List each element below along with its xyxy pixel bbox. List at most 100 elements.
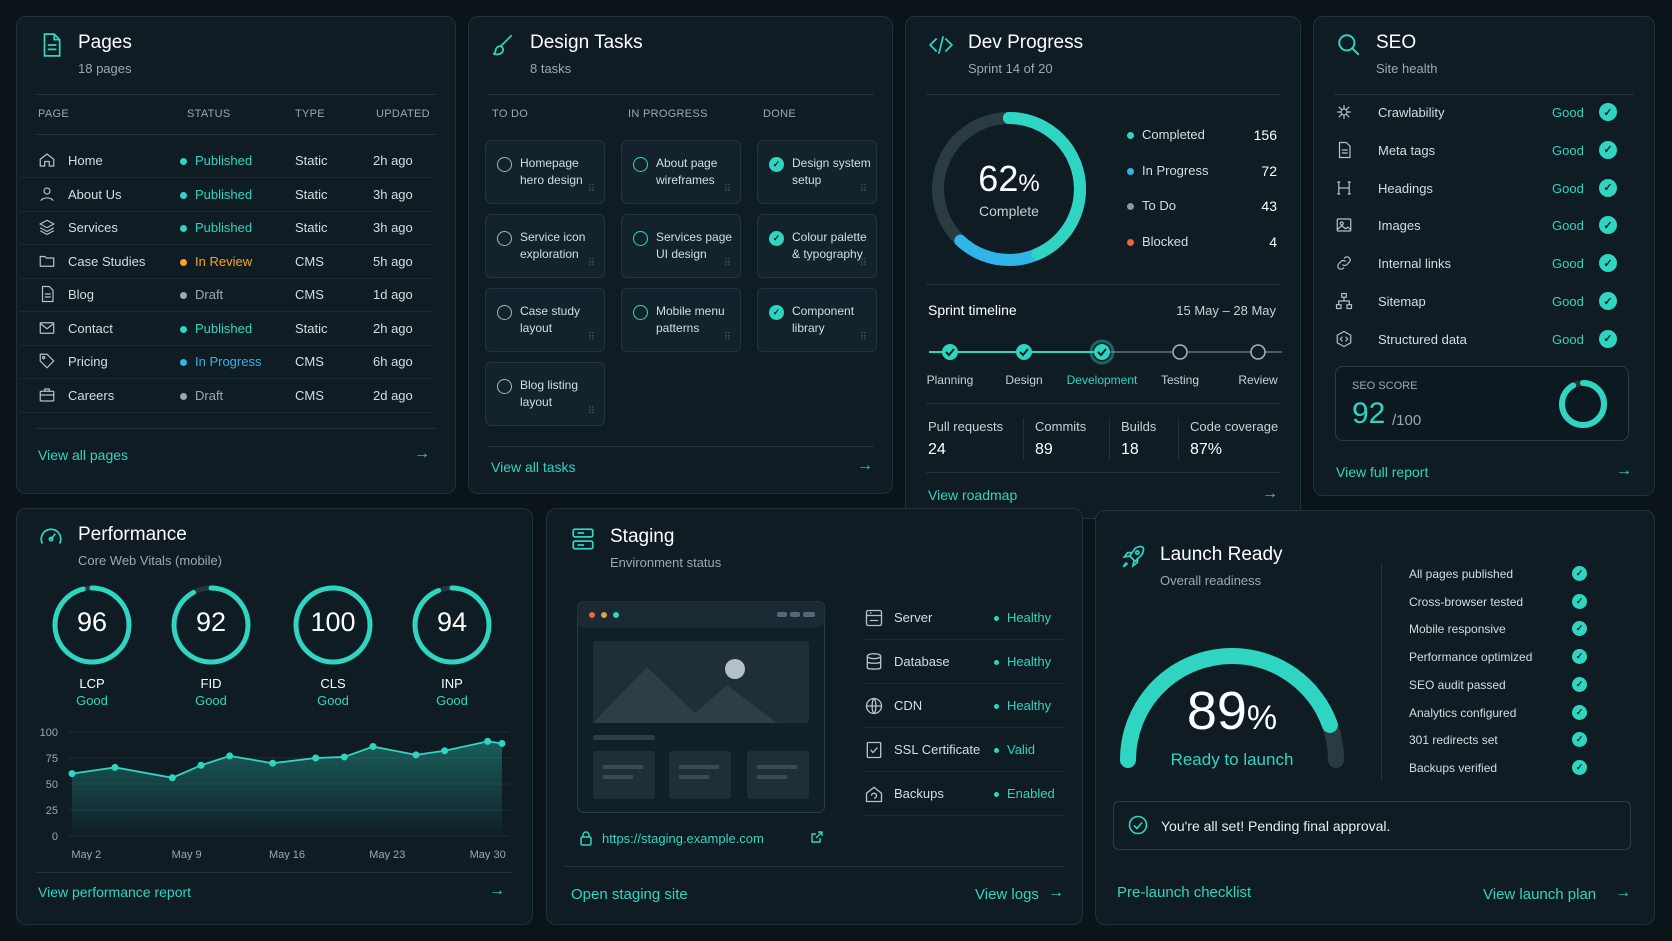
- page-name: Pricing: [68, 354, 108, 369]
- drag-handle-icon[interactable]: ⠿: [859, 258, 868, 269]
- task-checkbox[interactable]: [497, 231, 512, 246]
- service-status: Healthy: [994, 654, 1051, 669]
- data-point: [68, 770, 76, 778]
- sprint-timeline: [929, 339, 1282, 365]
- task-checkbox[interactable]: [633, 305, 648, 320]
- stage-planning: Planning: [926, 373, 974, 387]
- drag-handle-icon[interactable]: ⠿: [587, 258, 596, 269]
- arrow-right-icon[interactable]: →: [489, 882, 505, 899]
- open-staging-site-link[interactable]: Open staging site: [571, 886, 688, 903]
- view-logs-link[interactable]: View logs: [975, 886, 1039, 903]
- task-checkbox[interactable]: [497, 379, 512, 394]
- check-icon[interactable]: ✓: [769, 157, 784, 172]
- page-row[interactable]: Careers Draft CMS 2d ago: [20, 379, 432, 413]
- page-row[interactable]: Home Published Static 2h ago: [20, 144, 432, 178]
- external-link-icon[interactable]: [810, 830, 824, 849]
- view-launch-plan-link[interactable]: View launch plan: [1483, 886, 1597, 903]
- seo-score-arc: [1559, 380, 1607, 428]
- service-status-text: Healthy: [1007, 698, 1052, 713]
- page-name: Services: [68, 220, 118, 235]
- task-checkbox[interactable]: [633, 231, 648, 246]
- arrow-right-icon[interactable]: →: [414, 445, 430, 462]
- staging-url[interactable]: https://staging.example.com: [602, 831, 764, 846]
- service-status: Healthy: [994, 610, 1051, 625]
- performance-card: [16, 508, 533, 925]
- page-row[interactable]: Case Studies In Review CMS 5h ago: [20, 245, 432, 279]
- arrow-right-icon[interactable]: →: [857, 457, 873, 474]
- drag-handle-icon[interactable]: ⠿: [723, 332, 732, 343]
- spider-icon: [1335, 103, 1353, 121]
- task-card[interactable]: ✓ Design system setup ⠿: [757, 140, 877, 204]
- arrow-right-icon[interactable]: →: [1616, 462, 1632, 479]
- view-performance-report-link[interactable]: View performance report: [38, 884, 192, 900]
- dev-stat: Commits 89: [1035, 419, 1086, 459]
- user-icon: [38, 185, 56, 203]
- task-title-line: About page: [656, 156, 718, 170]
- seo-score-label: SEO SCORE: [1352, 380, 1418, 392]
- data-point: [484, 737, 492, 745]
- staging-subtitle: Environment status: [610, 555, 722, 570]
- data-point: [269, 759, 277, 767]
- legend-label: Completed: [1142, 127, 1205, 142]
- y-tick-label: 0: [52, 831, 58, 843]
- seo-check-row[interactable]: Headings Good ✓: [1335, 169, 1617, 207]
- task-checkbox[interactable]: [497, 157, 512, 172]
- task-card[interactable]: Blog listing layout ⠿: [485, 362, 605, 426]
- environment-service-row: Server Healthy: [864, 596, 1064, 640]
- drag-handle-icon[interactable]: ⠿: [859, 184, 868, 195]
- gauge-arc: [412, 585, 492, 665]
- seo-check-row[interactable]: Internal links Good ✓: [1335, 244, 1617, 282]
- task-card[interactable]: Service icon exploration ⠿: [485, 214, 605, 278]
- page-row[interactable]: Blog Draft CMS 1d ago: [20, 278, 432, 312]
- task-card[interactable]: About page wireframes ⠿: [621, 140, 741, 204]
- drag-handle-icon[interactable]: ⠿: [723, 258, 732, 269]
- lock-icon: [579, 831, 593, 846]
- page-updated: 2h ago: [373, 320, 413, 336]
- drag-handle-icon[interactable]: ⠿: [587, 332, 596, 343]
- arrow-right-icon[interactable]: →: [1615, 884, 1631, 901]
- page-row[interactable]: About Us Published Static 3h ago: [20, 178, 432, 212]
- check-icon: ✓: [1572, 649, 1587, 665]
- data-point: [412, 751, 420, 759]
- view-roadmap-link[interactable]: View roadmap: [928, 487, 1018, 503]
- dev-complete-label: Complete: [979, 203, 1039, 219]
- status-dot: [994, 748, 999, 754]
- task-card[interactable]: Homepage hero design ⠿: [485, 140, 605, 204]
- drag-handle-icon[interactable]: ⠿: [587, 184, 596, 195]
- seo-check-row[interactable]: Sitemap Good ✓: [1335, 282, 1617, 320]
- seo-check-row[interactable]: Crawlability Good ✓: [1335, 93, 1617, 131]
- page-row[interactable]: Services Published Static 3h ago: [20, 211, 432, 245]
- seo-check-row[interactable]: Structured data Good ✓: [1335, 320, 1617, 358]
- seo-check-row[interactable]: Images Good ✓: [1335, 206, 1617, 244]
- page-row[interactable]: Pricing In Progress CMS 6h ago: [20, 345, 432, 379]
- check-icon[interactable]: ✓: [769, 305, 784, 320]
- status-badge: Published: [180, 153, 252, 168]
- arrow-right-icon[interactable]: →: [1048, 884, 1064, 901]
- check-icon[interactable]: ✓: [769, 231, 784, 246]
- view-all-pages-link[interactable]: View all pages: [38, 447, 129, 463]
- check-icon: ✓: [1599, 329, 1617, 348]
- page-row[interactable]: Contact Published Static 2h ago: [20, 312, 432, 346]
- drag-handle-icon[interactable]: ⠿: [587, 406, 596, 417]
- status-dot: [180, 292, 187, 300]
- view-full-report-link[interactable]: View full report: [1336, 464, 1429, 480]
- view-all-tasks-link[interactable]: View all tasks: [491, 459, 576, 475]
- task-card[interactable]: ✓ Colour palette & typography ⠿: [757, 214, 877, 278]
- environment-service-row: Database Healthy: [864, 640, 1064, 684]
- task-card[interactable]: Mobile menu patterns ⠿: [621, 288, 741, 352]
- task-card[interactable]: Services page UI design ⠿: [621, 214, 741, 278]
- task-checkbox[interactable]: [633, 157, 648, 172]
- task-card[interactable]: Case study layout ⠿: [485, 288, 605, 352]
- tasks-title: Design Tasks: [530, 32, 643, 53]
- arrow-right-icon[interactable]: →: [1262, 485, 1278, 502]
- seo-check-row[interactable]: Meta tags Good ✓: [1335, 131, 1617, 169]
- tasks-header: Design Tasks 8 tasks: [490, 16, 643, 76]
- staging-header: Staging Environment status: [570, 510, 721, 570]
- task-card[interactable]: ✓ Component library ⠿: [757, 288, 877, 352]
- legend-label: In Progress: [1142, 162, 1209, 178]
- drag-handle-icon[interactable]: ⠿: [723, 184, 732, 195]
- staging-preview-thumbnail[interactable]: [577, 601, 825, 813]
- drag-handle-icon[interactable]: ⠿: [859, 332, 868, 343]
- pre-launch-checklist-link[interactable]: Pre-launch checklist: [1117, 884, 1252, 901]
- task-checkbox[interactable]: [497, 305, 512, 320]
